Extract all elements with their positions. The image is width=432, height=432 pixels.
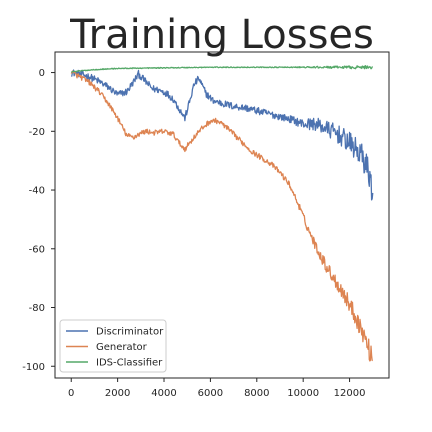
x-tick-label: 2000 — [105, 388, 130, 399]
legend-label: IDS-Classifier — [96, 358, 163, 369]
y-tick-label: -20 — [29, 127, 45, 138]
legend: Discriminator Generator IDS-Classifier — [60, 320, 166, 372]
series-line-ids-classifier — [71, 66, 373, 72]
y-tick-label: -60 — [29, 244, 45, 255]
x-tick-label: 8000 — [244, 388, 269, 399]
chart-title: Training Losses — [69, 12, 374, 58]
y-tick-label: 0 — [39, 68, 45, 79]
x-axis: 0 2000 4000 6000 8000 10000 12000 — [68, 378, 365, 399]
y-tick-label: -40 — [29, 186, 45, 197]
series-line-generator — [71, 71, 373, 361]
y-tick-label: -80 — [29, 303, 45, 314]
legend-label: Generator — [96, 342, 148, 353]
x-tick-label: 12000 — [334, 388, 366, 399]
series-layer — [71, 66, 373, 361]
series-line-discriminator — [71, 70, 373, 200]
x-tick-label: 0 — [68, 388, 74, 399]
x-tick-label: 4000 — [151, 388, 176, 399]
legend-label: Discriminator — [96, 327, 164, 338]
y-tick-label: -100 — [22, 362, 45, 373]
x-tick-label: 10000 — [287, 388, 319, 399]
x-tick-label: 6000 — [198, 388, 223, 399]
y-axis: 0 -20 -40 -60 -80 -100 — [22, 68, 55, 373]
